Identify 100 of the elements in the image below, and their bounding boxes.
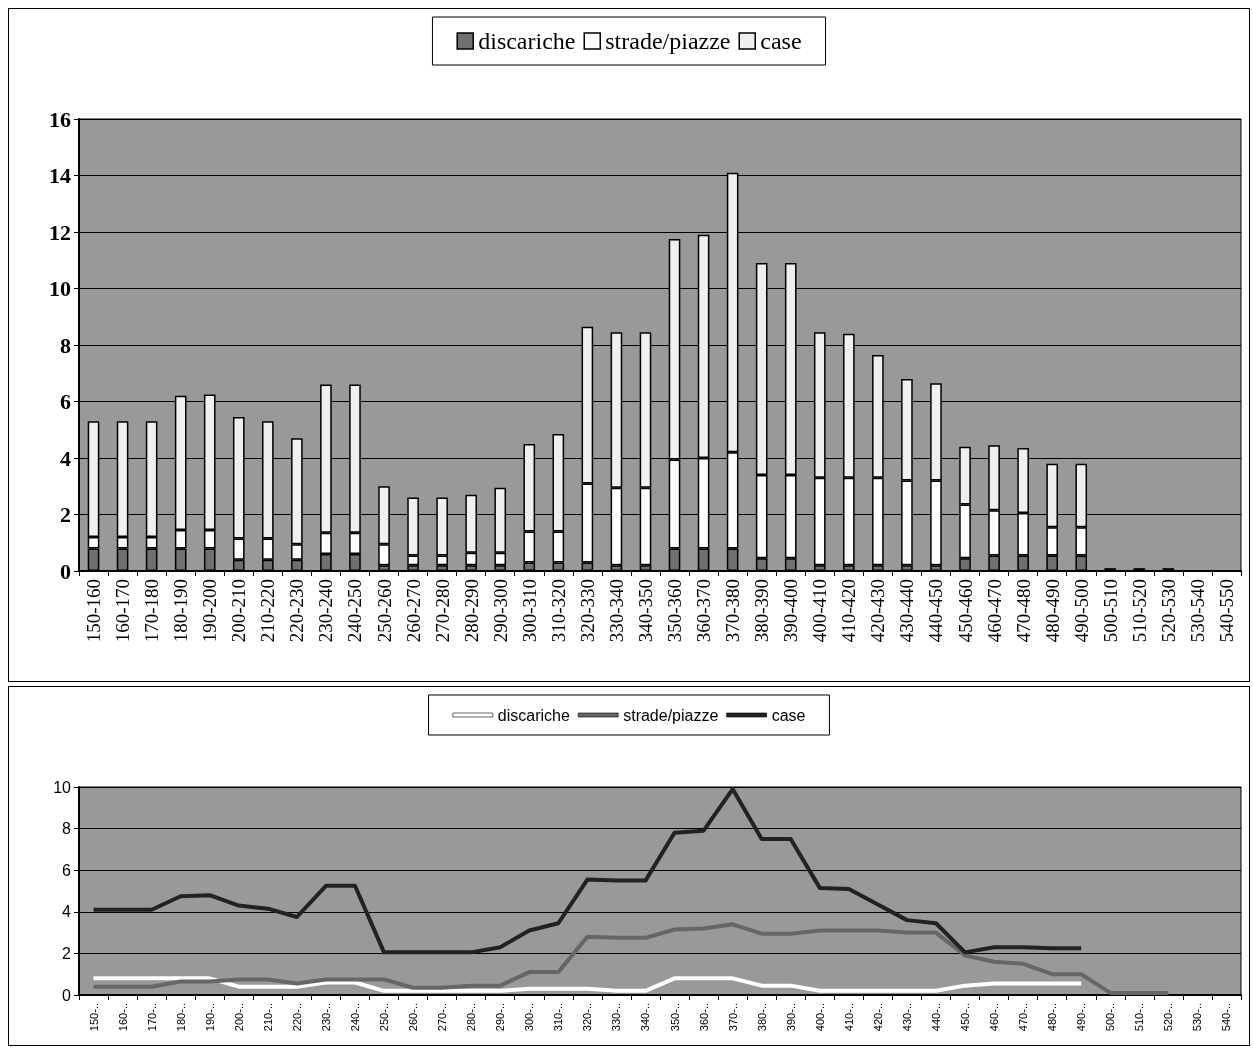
x-tick-label: 360-..	[697, 1003, 710, 1032]
y-tick-label: 16	[49, 106, 71, 132]
y-tick-label: 10	[49, 276, 71, 301]
line-series	[91, 922, 1171, 995]
x-tick-label: 350-360	[664, 579, 686, 643]
x-tick-label: 470-..	[1017, 1003, 1030, 1032]
x-tick-label: 510-..	[1133, 1003, 1146, 1032]
x-tick-label: 410-..	[842, 1003, 855, 1032]
legend-label: case	[771, 706, 806, 724]
x-tick-label: 290-300	[489, 579, 511, 643]
x-tick-label: 290-..	[494, 1003, 507, 1032]
x-tick-label: 150-..	[87, 1003, 100, 1032]
x-tick-label: 480-490	[1041, 579, 1063, 643]
x-tick-label: 180-190	[170, 579, 192, 643]
x-tick-label: 490-..	[1075, 1003, 1088, 1032]
x-tick-label: 330-..	[610, 1003, 623, 1032]
x-tick-label: 400-..	[813, 1003, 826, 1032]
y-tick-label: 14	[49, 163, 71, 188]
y-tick-label: 12	[49, 219, 71, 245]
line-series	[91, 976, 1084, 993]
x-tick-label: 500-..	[1104, 1003, 1117, 1032]
x-tick-label: 190-..	[203, 1003, 216, 1032]
x-tick-label: 470-480	[1012, 579, 1034, 643]
x-tick-label: 310-..	[552, 1003, 565, 1032]
x-tick-label: 180-..	[174, 1003, 187, 1032]
x-tick-label: 210-..	[261, 1003, 274, 1032]
x-tick-label: 150-160	[83, 579, 105, 643]
y-tick-label: 4	[60, 445, 71, 471]
y-tick-label: 4	[62, 903, 72, 921]
x-tick-label: 220-..	[290, 1003, 303, 1032]
y-tick-label: 2	[60, 502, 71, 527]
y-tick-label: 2	[62, 944, 72, 962]
x-tick-label: 170-..	[145, 1003, 158, 1032]
x-tick-label: 350-..	[668, 1003, 681, 1032]
x-tick-label: 310-320	[547, 579, 569, 643]
x-tick-label: 380-..	[755, 1003, 768, 1032]
x-tick-label: 280-290	[460, 579, 482, 643]
x-tick-label: 450-460	[954, 579, 976, 643]
x-tick-label: 160-170	[112, 579, 134, 643]
x-tick-label: 230-..	[319, 1003, 332, 1032]
legend-label: discariche	[497, 706, 570, 724]
x-tick-label: 460-470	[983, 579, 1005, 643]
y-tick-label: 8	[62, 820, 72, 838]
x-tick-label: 390-400	[780, 579, 802, 643]
x-tick-label: 440-..	[929, 1003, 942, 1032]
x-tick-label: 460-..	[988, 1003, 1001, 1032]
y-tick-label: 10	[53, 778, 72, 796]
x-tick-label: 490-500	[1070, 579, 1092, 643]
x-tick-label: 400-410	[809, 579, 831, 643]
x-tick-label: 200-..	[232, 1003, 245, 1032]
x-tick-label: 320-330	[576, 579, 598, 643]
x-tick-label: 370-380	[722, 579, 744, 643]
x-tick-label: 270-..	[436, 1003, 449, 1032]
x-tick-label: 520-..	[1162, 1003, 1175, 1032]
x-tick-label: 540-550	[1215, 579, 1237, 643]
x-tick-label: 340-350	[634, 579, 656, 643]
x-tick-label: 260-..	[407, 1003, 420, 1032]
x-tick-label: 240-..	[348, 1003, 361, 1032]
x-tick-label: 360-370	[693, 579, 715, 643]
x-tick-label: 480-..	[1046, 1003, 1059, 1032]
x-tick-label: 370-..	[726, 1003, 739, 1032]
x-tick-label: 520-530	[1157, 579, 1179, 643]
x-tick-label: 390-..	[784, 1003, 797, 1032]
x-tick-label: 530-..	[1191, 1003, 1204, 1032]
x-tick-label: 170-180	[141, 579, 163, 643]
x-tick-label: 380-390	[751, 579, 773, 643]
x-tick-label: 430-440	[896, 579, 918, 643]
x-tick-label: 160-..	[116, 1003, 129, 1032]
y-tick-label: 6	[60, 389, 71, 414]
x-tick-label: 530-540	[1186, 579, 1208, 643]
x-tick-label: 280-..	[465, 1003, 478, 1032]
x-tick-label: 510-520	[1128, 579, 1150, 643]
x-tick-label: 540-..	[1220, 1003, 1233, 1032]
x-tick-label: 250-260	[373, 579, 395, 643]
x-tick-label: 220-230	[286, 579, 308, 643]
y-tick-label: 8	[60, 332, 71, 358]
x-tick-label: 270-280	[431, 579, 453, 643]
x-tick-label: 450-..	[959, 1003, 972, 1032]
legend-label: strade/piazze	[605, 28, 731, 54]
x-tick-label: 410-420	[838, 579, 860, 643]
x-tick-label: 200-210	[228, 579, 250, 643]
x-tick-label: 260-270	[402, 579, 424, 643]
x-tick-label: 240-250	[344, 579, 366, 643]
x-tick-label: 230-240	[315, 579, 337, 643]
x-tick-label: 440-450	[925, 579, 947, 643]
legend-label: case	[760, 28, 802, 54]
y-tick-label: 0	[62, 986, 72, 1004]
x-tick-label: 190-200	[199, 579, 221, 643]
x-tick-label: 210-220	[257, 579, 279, 643]
x-tick-label: 300-..	[523, 1003, 536, 1032]
x-tick-label: 500-510	[1099, 579, 1121, 643]
x-tick-label: 300-310	[518, 579, 540, 643]
x-tick-label: 420-..	[871, 1003, 884, 1032]
x-tick-label: 420-430	[867, 579, 889, 643]
x-tick-label: 340-..	[639, 1003, 652, 1032]
y-tick-label: 0	[60, 558, 71, 584]
x-tick-label: 330-340	[605, 579, 627, 643]
legend-label: strade/piazze	[623, 706, 719, 724]
legend-label: discariche	[478, 28, 576, 54]
x-tick-label: 250-..	[378, 1003, 391, 1032]
